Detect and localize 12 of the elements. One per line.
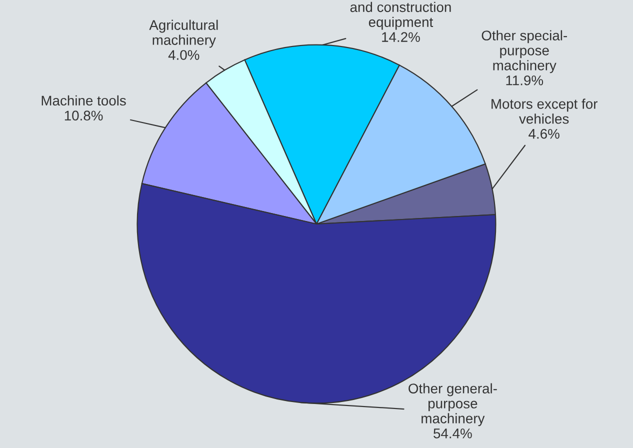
slice-label: Other general- purpose machinery bbox=[408, 383, 497, 426]
legend-label: Motors except for vehicles bbox=[492, 98, 598, 124]
data-label: 54.4% bbox=[434, 428, 472, 438]
slice-label: Other special- purpose machinery bbox=[482, 30, 567, 74]
slice-label: and construction equipment bbox=[350, 2, 451, 30]
slice-label: Machine tools bbox=[42, 95, 126, 106]
data-label: 4.6% bbox=[528, 128, 560, 139]
data-label: 4.0% bbox=[168, 50, 200, 60]
data-label: 11.9% bbox=[506, 75, 544, 86]
data-label: 10.8% bbox=[64, 110, 103, 121]
data-label: 14.2% bbox=[382, 32, 420, 42]
slice-label: Agricultural machinery bbox=[149, 20, 218, 48]
